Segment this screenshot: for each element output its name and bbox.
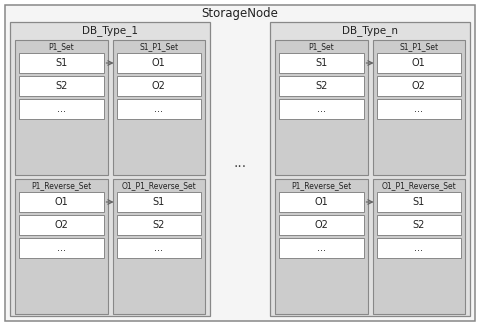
Bar xyxy=(10,22,210,316)
Bar xyxy=(376,192,461,212)
Bar xyxy=(19,76,104,96)
Bar xyxy=(279,192,363,212)
Bar xyxy=(19,238,104,258)
Bar xyxy=(279,99,363,119)
Bar xyxy=(117,53,201,73)
Text: ...: ... xyxy=(57,104,66,114)
Bar xyxy=(376,215,461,235)
Text: O1_P1_Reverse_Set: O1_P1_Reverse_Set xyxy=(382,182,456,190)
Text: P1_Reverse_Set: P1_Reverse_Set xyxy=(291,182,351,190)
Bar xyxy=(117,76,201,96)
Bar xyxy=(15,40,108,175)
Text: O2: O2 xyxy=(152,81,166,91)
Bar xyxy=(15,179,108,314)
Text: S1: S1 xyxy=(315,58,327,68)
Text: O2: O2 xyxy=(54,220,68,230)
Text: ...: ... xyxy=(57,243,66,253)
Bar xyxy=(275,179,368,314)
Text: S1_P1_Set: S1_P1_Set xyxy=(139,42,178,52)
Text: ...: ... xyxy=(317,104,326,114)
Text: O1: O1 xyxy=(152,58,166,68)
Text: ...: ... xyxy=(154,243,163,253)
Text: DB_Type_n: DB_Type_n xyxy=(342,25,398,37)
Text: ...: ... xyxy=(414,104,423,114)
Text: S2: S2 xyxy=(153,220,165,230)
Bar xyxy=(117,215,201,235)
Bar xyxy=(117,238,201,258)
Text: O2: O2 xyxy=(314,220,328,230)
Text: P1_Set: P1_Set xyxy=(48,42,74,52)
Bar xyxy=(19,99,104,119)
Bar xyxy=(19,215,104,235)
Bar xyxy=(117,99,201,119)
Text: S2: S2 xyxy=(315,81,327,91)
Text: S1: S1 xyxy=(413,197,425,207)
Text: O1_P1_Reverse_Set: O1_P1_Reverse_Set xyxy=(121,182,196,190)
Text: ...: ... xyxy=(154,104,163,114)
Text: P1_Reverse_Set: P1_Reverse_Set xyxy=(31,182,91,190)
Bar xyxy=(112,40,205,175)
Bar xyxy=(279,53,363,73)
Bar xyxy=(372,179,465,314)
Text: O1: O1 xyxy=(412,58,426,68)
Bar xyxy=(376,238,461,258)
Bar xyxy=(376,99,461,119)
Text: S1: S1 xyxy=(55,58,67,68)
Bar xyxy=(19,53,104,73)
Text: O1: O1 xyxy=(54,197,68,207)
Bar xyxy=(270,22,470,316)
Text: ...: ... xyxy=(414,243,423,253)
Text: S1: S1 xyxy=(153,197,165,207)
Bar xyxy=(117,192,201,212)
Bar xyxy=(19,192,104,212)
Bar xyxy=(279,238,363,258)
Bar xyxy=(279,215,363,235)
Text: StorageNode: StorageNode xyxy=(202,7,278,21)
Bar xyxy=(112,179,205,314)
Text: P1_Set: P1_Set xyxy=(308,42,334,52)
Text: S2: S2 xyxy=(413,220,425,230)
Text: ...: ... xyxy=(317,243,326,253)
Bar xyxy=(372,40,465,175)
Text: ...: ... xyxy=(233,156,247,170)
Bar xyxy=(279,76,363,96)
Text: DB_Type_1: DB_Type_1 xyxy=(82,25,138,37)
Text: S1_P1_Set: S1_P1_Set xyxy=(399,42,438,52)
Bar xyxy=(376,53,461,73)
Bar xyxy=(275,40,368,175)
Bar xyxy=(376,76,461,96)
Text: O2: O2 xyxy=(412,81,426,91)
Text: O1: O1 xyxy=(314,197,328,207)
Text: S2: S2 xyxy=(55,81,67,91)
